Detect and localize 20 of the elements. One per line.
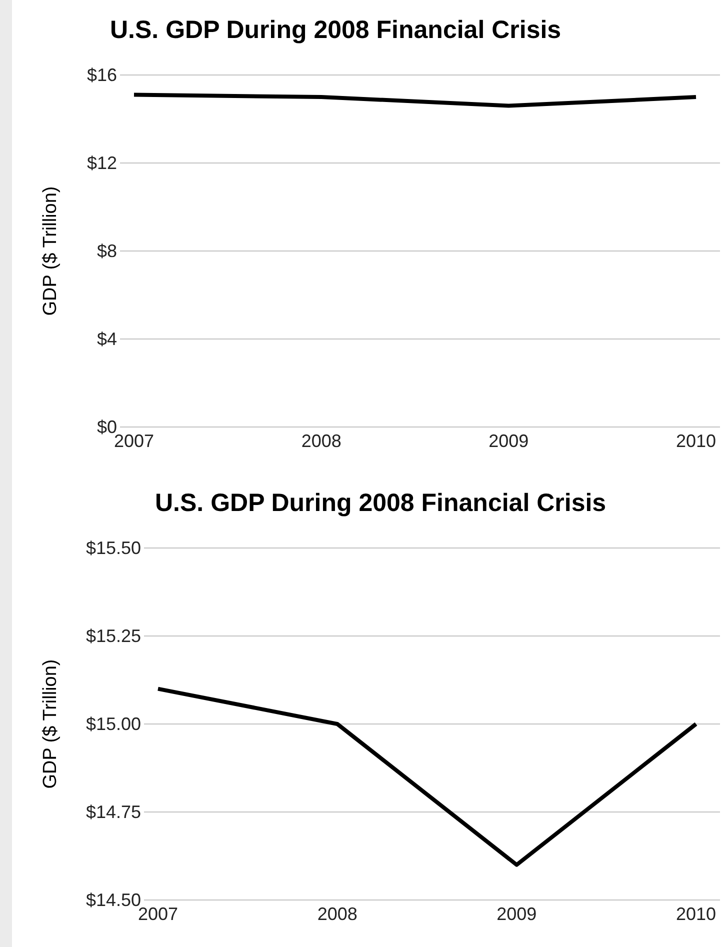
y-tick-label: $0 bbox=[96, 416, 117, 437]
chart-title: U.S. GDP During 2008 Financial Crisis bbox=[155, 489, 606, 517]
y-tick-label: $12 bbox=[86, 152, 117, 173]
y-tick-label: $4 bbox=[96, 328, 117, 349]
x-tick-label: 2010 bbox=[676, 430, 716, 451]
y-tick-label: $14.75 bbox=[86, 802, 141, 822]
y-axis-title: GDP ($ Trillion) bbox=[40, 186, 61, 316]
x-tick-label: 2008 bbox=[301, 430, 342, 451]
chart-title: U.S. GDP During 2008 Financial Crisis bbox=[110, 16, 562, 44]
x-tick-label: 2008 bbox=[317, 904, 358, 924]
y-tick-label: $8 bbox=[96, 240, 117, 261]
y-tick-label: $14.50 bbox=[86, 890, 141, 910]
x-tick-label: 2009 bbox=[496, 904, 537, 924]
y-tick-label: $15.00 bbox=[86, 714, 141, 734]
y-tick-label: $16 bbox=[86, 64, 117, 85]
y-axis-title: GDP ($ Trillion) bbox=[40, 659, 61, 789]
y-tick-label: $15.50 bbox=[86, 538, 141, 558]
x-tick-label: 2010 bbox=[676, 904, 716, 924]
x-tick-label: 2009 bbox=[488, 430, 529, 451]
y-tick-label: $15.25 bbox=[86, 626, 141, 646]
